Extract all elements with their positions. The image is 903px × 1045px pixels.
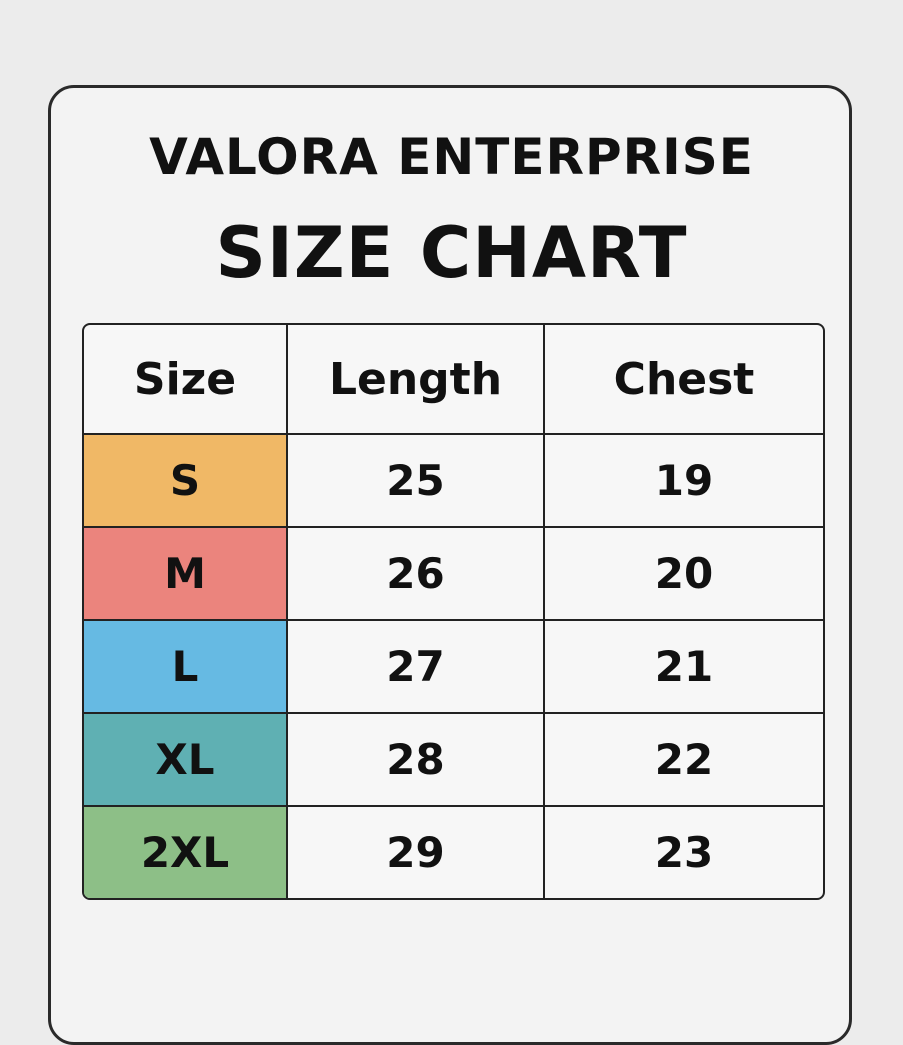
brand-title: VALORA ENTERPRISE [149,128,754,186]
length-cell: 29 [288,807,545,898]
table-row: S 25 19 [84,435,823,528]
length-cell: 25 [288,435,545,528]
table-row: 2XL 29 23 [84,807,823,898]
length-cell: 27 [288,621,545,714]
table-row: L 27 21 [84,621,823,714]
chest-cell: 19 [545,435,823,528]
chest-cell: 23 [654,828,714,877]
chart-title: SIZE CHART [215,212,688,294]
chest-cell: 21 [545,621,823,714]
chest-cell: 22 [545,714,823,807]
chest-cell: 20 [545,528,823,621]
length-cell: 26 [288,528,545,621]
size-cell: 2XL [84,807,288,898]
table-row: XL 28 22 [84,714,823,807]
length-cell: 28 [288,714,545,807]
table-row: M 26 20 [84,528,823,621]
size-cell: XL [84,714,288,807]
header-size: Size [84,325,288,435]
size-cell: L [84,621,288,714]
size-table: Size Length Chest S 25 19 M 26 20 L 27 21 XL 28 22 2… [82,323,825,900]
size-cell: S [84,435,288,528]
header-length: Length [288,325,545,435]
size-cell: M [84,528,288,621]
header-row: Size Length Chest [84,325,823,435]
header-chest: Chest [545,325,823,435]
